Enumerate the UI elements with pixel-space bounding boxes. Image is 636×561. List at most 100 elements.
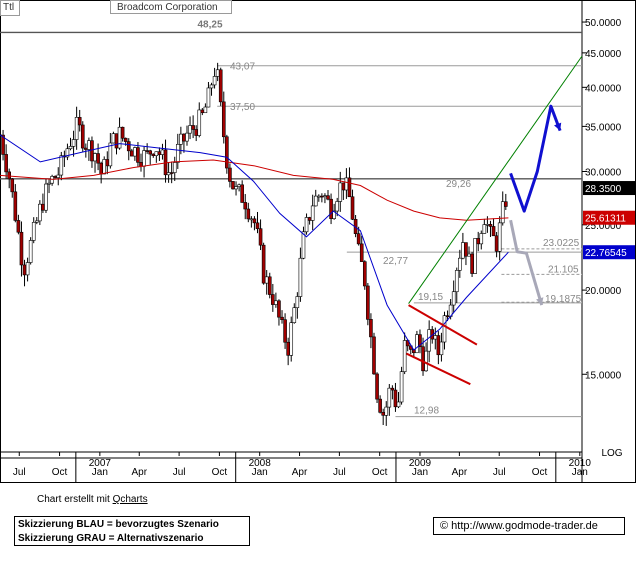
candle-body	[203, 106, 208, 114]
candle-body	[243, 202, 248, 210]
candle-body	[102, 159, 107, 175]
candle-body	[307, 217, 312, 221]
candle-body	[433, 335, 438, 340]
candle-body	[421, 346, 425, 372]
candle-body	[323, 195, 327, 197]
candle-body	[240, 184, 244, 203]
candle-body	[7, 171, 11, 180]
candle-body	[332, 210, 336, 219]
credit-link[interactable]: Qcharts	[112, 494, 148, 505]
candle-body	[454, 270, 459, 293]
candle-body	[123, 137, 128, 142]
candle-body	[38, 203, 42, 222]
scenario-blue-arrow	[509, 104, 562, 213]
candle-body	[105, 159, 110, 167]
candle-body	[16, 220, 21, 233]
x-tick-label: Oct	[532, 467, 548, 478]
candle-body	[185, 132, 189, 142]
candle-body	[56, 174, 61, 178]
candle-body	[372, 336, 376, 375]
scenario-blue-arrow-head	[554, 122, 562, 131]
candle-body	[326, 195, 330, 200]
candle-body	[286, 341, 290, 356]
candle-body	[136, 147, 140, 163]
candle-body	[10, 178, 15, 193]
candle-body	[295, 296, 300, 309]
candle-body	[209, 84, 214, 89]
candle-body	[329, 198, 333, 219]
candle-body	[497, 222, 502, 252]
candle-body	[93, 153, 97, 162]
candle-body	[157, 151, 162, 155]
candle-body	[445, 315, 450, 318]
x-tick-label: Jul	[493, 467, 506, 478]
candle-body	[25, 262, 30, 276]
chart-title: Broadcom Corporation	[117, 2, 218, 13]
candle-body	[117, 126, 122, 149]
candle-body	[169, 172, 174, 174]
candle-body	[258, 228, 263, 246]
candle-body	[188, 125, 192, 134]
candle-body	[179, 133, 183, 145]
candle-body	[427, 329, 431, 352]
candle-body	[381, 412, 385, 416]
trendline	[408, 304, 478, 346]
credit-prefix: Chart erstellt mit	[37, 494, 110, 505]
candle-body	[344, 177, 349, 191]
candle-body	[126, 141, 131, 152]
x-tick-label: Jul	[13, 467, 26, 478]
level-label: 12,98	[414, 406, 439, 417]
y-tick-label: 35.0000	[585, 122, 622, 133]
scenario-legend: Skizzierung BLAU = bevorzugtes Szenario …	[14, 516, 250, 546]
candle-body	[283, 319, 287, 343]
candle-body	[298, 257, 303, 297]
candle-body	[451, 291, 456, 306]
candle-body	[13, 191, 18, 221]
x-tick-label: Oct	[52, 467, 68, 478]
candle-body	[215, 69, 220, 77]
candle-body	[384, 406, 389, 416]
candle-body	[87, 140, 91, 150]
candle-body	[491, 226, 496, 237]
log-scale-label: LOG	[601, 448, 622, 459]
chart-frame	[0, 0, 636, 483]
y-tick-label: 50.0000	[585, 18, 622, 29]
x-tick-label: Apr	[292, 467, 308, 478]
moving-average-line	[0, 134, 509, 351]
candle-body	[350, 196, 355, 220]
candle-body	[390, 387, 395, 391]
candle-body	[436, 335, 441, 356]
candle-body	[442, 315, 447, 343]
candle-body	[280, 316, 284, 321]
level-label: 19.1875	[545, 294, 582, 305]
candle-body	[387, 387, 392, 408]
x-year-label: 2009	[409, 458, 432, 469]
title-box: Broadcom Corporation	[110, 0, 232, 14]
x-tick-label: Jul	[173, 467, 186, 478]
candle-body	[172, 162, 177, 173]
scenario-grey-arrow-head	[536, 297, 544, 306]
candle-body	[317, 195, 321, 198]
source-link[interactable]: © http://www.godmode-trader.de	[440, 520, 598, 532]
x-year-label: 2010	[569, 458, 592, 469]
candle-body	[356, 233, 361, 245]
candle-body	[53, 176, 57, 178]
candle-body	[218, 69, 223, 103]
candle-body	[264, 276, 269, 284]
candle-body	[234, 186, 238, 190]
candle-body	[246, 208, 251, 220]
x-tick-label: Apr	[131, 467, 147, 478]
candle-body	[310, 205, 315, 221]
trendline	[405, 352, 471, 386]
candle-body	[145, 150, 149, 152]
candle-body	[289, 322, 294, 356]
candle-body	[335, 201, 340, 212]
y-tick-label: 45.0000	[585, 49, 622, 60]
ticker-box: Ttl	[0, 0, 20, 16]
candle-body	[320, 195, 324, 198]
x-tick-label: Apr	[452, 467, 468, 478]
candle-body	[166, 172, 171, 176]
candle-body	[194, 129, 198, 136]
candle-body	[467, 253, 471, 257]
